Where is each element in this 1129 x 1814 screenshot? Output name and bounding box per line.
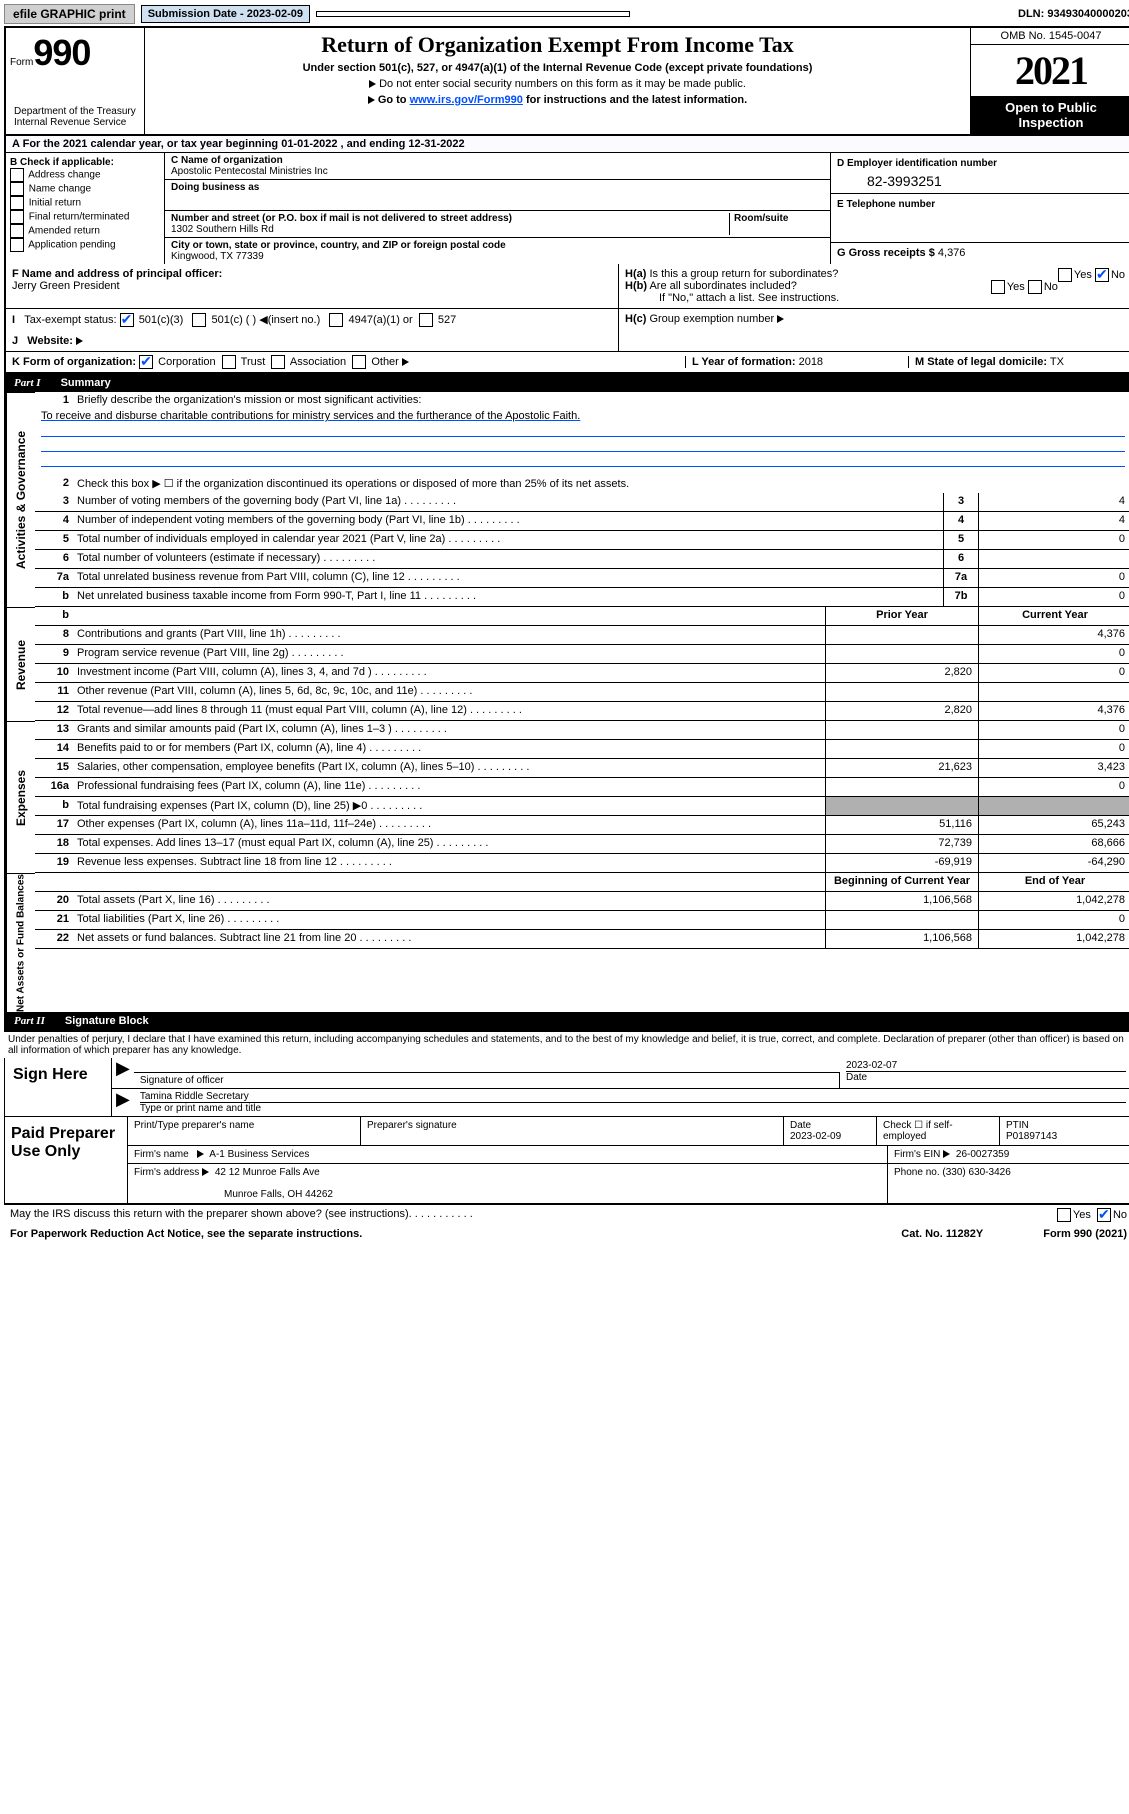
box-d-e-g: D Employer identification number82-39932… (831, 153, 1129, 264)
b-opt[interactable]: Application pending (10, 238, 160, 252)
org-name: Apostolic Pentecostal Ministries Inc (171, 166, 328, 177)
footer-notice-row: For Paperwork Reduction Act Notice, see … (4, 1225, 1129, 1243)
sign-date: 2023-02-07 (846, 1060, 1126, 1071)
form-word: Form (10, 57, 33, 68)
b-opt[interactable]: Amended return (10, 224, 160, 238)
summary-row: 17Other expenses (Part IX, column (A), l… (35, 816, 1129, 835)
city-state-zip: Kingwood, TX 77339 (171, 251, 264, 262)
dln-label: DLN: 93493040000203 (1018, 8, 1129, 20)
side-label-rev: Revenue (6, 607, 35, 721)
firm-addr1: 42 12 Munroe Falls Ave (215, 1167, 320, 1178)
paid-preparer-block: Paid Preparer Use Only Print/Type prepar… (4, 1117, 1129, 1204)
summary-row: 10Investment income (Part VIII, column (… (35, 664, 1129, 683)
line-k-l-m: K Form of organization: Corporation Trus… (6, 352, 1129, 374)
summary-row: 8Contributions and grants (Part VIII, li… (35, 626, 1129, 645)
principal-officer: Jerry Green President (12, 280, 120, 292)
block-b-c-d: B Check if applicable: Address change Na… (6, 153, 1129, 264)
summary-row: 22Net assets or fund balances. Subtract … (35, 930, 1129, 949)
summary-row: 21Total liabilities (Part X, line 26)0 (35, 911, 1129, 930)
form-header: Form990 Department of the Treasury Inter… (6, 28, 1129, 136)
side-label-exp: Expenses (6, 721, 35, 873)
b-opt[interactable]: Address change (10, 168, 160, 182)
part-2-header: Part II Signature Block (6, 1012, 1129, 1030)
open-to-public: Open to Public Inspection (971, 96, 1129, 134)
activities-governance-section: Activities & Governance 1Briefly describ… (6, 392, 1129, 607)
side-label-net: Net Assets or Fund Balances (6, 873, 35, 1012)
spacer-box (316, 11, 630, 17)
mission-statement: To receive and disburse charitable contr… (35, 410, 1129, 422)
form-subtitle-3: Go to www.irs.gov/Form990 for instructio… (153, 94, 962, 106)
tax-year: 2021 (971, 45, 1129, 96)
sign-here-block: Sign Here ▶ Signature of officer 2023-02… (4, 1058, 1129, 1117)
blank-line (41, 437, 1125, 452)
firm-ein: 26-0027359 (956, 1149, 1009, 1160)
firm-name: A-1 Business Services (209, 1149, 309, 1160)
summary-row: 3Number of voting members of the governi… (35, 493, 1129, 512)
domicile-state: TX (1050, 356, 1064, 368)
form-subtitle-1: Under section 501(c), 527, or 4947(a)(1)… (153, 62, 962, 74)
discuss-row: May the IRS discuss this return with the… (4, 1204, 1129, 1225)
firm-addr2: Munroe Falls, OH 44262 (134, 1189, 333, 1200)
box-b: B Check if applicable: Address change Na… (6, 153, 165, 264)
summary-row: 9Program service revenue (Part VIII, lin… (35, 645, 1129, 664)
revenue-section: Revenue bPrior YearCurrent Year 8Contrib… (6, 607, 1129, 721)
form-title: Return of Organization Exempt From Incom… (153, 32, 962, 58)
line-i-j: I Tax-exempt status: 501(c)(3) 501(c) ( … (6, 309, 1129, 352)
b-opt[interactable]: Final return/terminated (10, 210, 160, 224)
summary-row: 11Other revenue (Part VIII, column (A), … (35, 683, 1129, 702)
summary-row: bTotal fundraising expenses (Part IX, co… (35, 797, 1129, 816)
summary-row: 15Salaries, other compensation, employee… (35, 759, 1129, 778)
line-a: A For the 2021 calendar year, or tax yea… (6, 136, 1129, 153)
summary-row: 7aTotal unrelated business revenue from … (35, 569, 1129, 588)
submission-date: Submission Date - 2023-02-09 (141, 5, 310, 23)
gross-receipts: 4,376 (938, 247, 966, 259)
blank-line (41, 422, 1125, 437)
form-container: Form990 Department of the Treasury Inter… (4, 26, 1129, 1032)
b-opt[interactable]: Initial return (10, 196, 160, 210)
summary-row: 12Total revenue—add lines 8 through 11 (… (35, 702, 1129, 721)
expenses-section: Expenses 13Grants and similar amounts pa… (6, 721, 1129, 873)
phone (837, 210, 1125, 214)
side-label-gov: Activities & Governance (6, 392, 35, 607)
summary-row: 16aProfessional fundraising fees (Part I… (35, 778, 1129, 797)
box-c: C Name of organizationApostolic Pentecos… (165, 153, 831, 264)
summary-row: 14Benefits paid to or for members (Part … (35, 740, 1129, 759)
summary-row: 18Total expenses. Add lines 13–17 (must … (35, 835, 1129, 854)
officer-name: Tamina Riddle Secretary (140, 1091, 1126, 1102)
firm-phone: (330) 630-3426 (942, 1167, 1010, 1178)
street-address: 1302 Southern Hills Rd (171, 224, 274, 235)
summary-row: 6Total number of volunteers (estimate if… (35, 550, 1129, 569)
summary-row: 19Revenue less expenses. Subtract line 1… (35, 854, 1129, 873)
summary-row: 20Total assets (Part X, line 16)1,106,56… (35, 892, 1129, 911)
summary-row: 4Number of independent voting members of… (35, 512, 1129, 531)
part-1-header: Part I Summary (6, 374, 1129, 392)
summary-row: 13Grants and similar amounts paid (Part … (35, 721, 1129, 740)
efile-button[interactable]: efile GRAPHIC print (4, 4, 135, 24)
block-f-h: F Name and address of principal officer:… (6, 264, 1129, 309)
summary-row: bNet unrelated business taxable income f… (35, 588, 1129, 607)
top-control-bar: efile GRAPHIC print Submission Date - 20… (4, 4, 1129, 24)
year-formed: 2018 (799, 356, 823, 368)
form-number: 990 (33, 32, 90, 73)
omb-number: OMB No. 1545-0047 (971, 28, 1129, 45)
perjury-declaration: Under penalties of perjury, I declare th… (4, 1032, 1129, 1058)
blank-line (41, 452, 1125, 467)
dept-label: Department of the Treasury Internal Reve… (10, 104, 140, 130)
prep-date: 2023-02-09 (790, 1131, 841, 1142)
irs-link[interactable]: www.irs.gov/Form990 (410, 94, 523, 106)
ptin: P01897143 (1006, 1131, 1057, 1142)
net-assets-section: Net Assets or Fund Balances Beginning of… (6, 873, 1129, 1012)
b-opt[interactable]: Name change (10, 182, 160, 196)
summary-row: 5Total number of individuals employed in… (35, 531, 1129, 550)
ein: 82-3993251 (837, 169, 1125, 189)
form-subtitle-2: Do not enter social security numbers on … (153, 78, 962, 90)
